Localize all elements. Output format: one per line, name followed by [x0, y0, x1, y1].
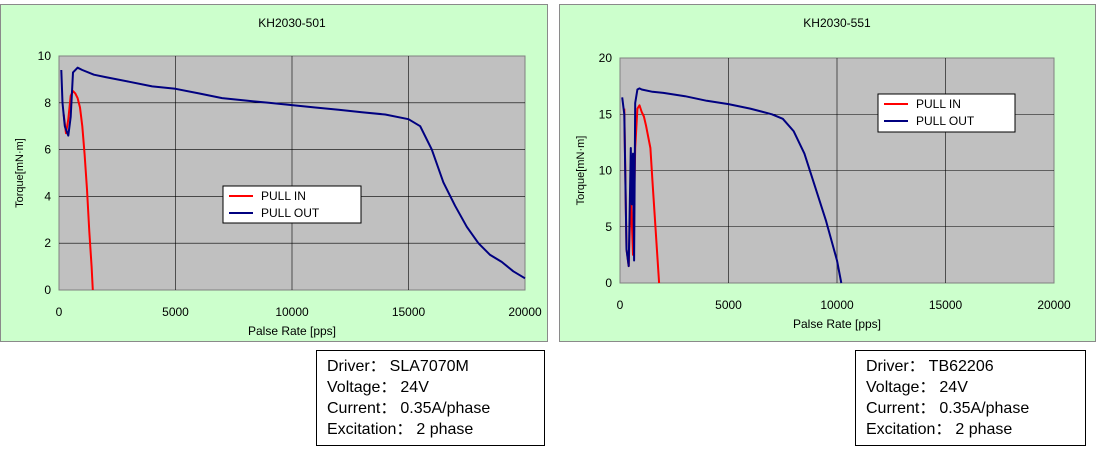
x-axis-label: Palse Rate [pps]: [248, 324, 336, 338]
spec-driver: Driver： TB62206: [866, 356, 1085, 377]
y-tick-label: 15: [599, 107, 613, 121]
spec-driver: Driver： SLA7070M: [327, 356, 544, 377]
chart-title: KH2030-551: [803, 16, 871, 30]
chart-kh2030-551: KH2030-551 0 5000 10000 15000 20000 0 5 10 15 20 Pa…: [575, 16, 1071, 331]
y-tick-label: 20: [599, 51, 613, 65]
chart-kh2030-501: KH2030-501 0 5000 10000 15000 20000 0 2 4 6 8 10 Pal…: [14, 16, 542, 338]
legend-label: PULL OUT: [916, 114, 975, 128]
x-tick-label: 5000: [162, 305, 189, 319]
spec-label: Current：: [327, 400, 397, 417]
legend: PULL IN PULL OUT: [222, 185, 362, 224]
legend-label: PULL IN: [261, 189, 306, 203]
legend-label: PULL OUT: [261, 206, 320, 220]
series-line-pull-out: [60, 66, 526, 280]
driver-spec-box-right: Driver： TB62206 Voltage： 24V Current： 0.35A…: [855, 350, 1086, 446]
legend-box: [877, 93, 1016, 133]
spec-voltage: Voltage： 24V: [327, 377, 544, 398]
y-tick-label: 10: [599, 164, 613, 178]
spec-voltage: Voltage： 24V: [866, 377, 1085, 398]
spec-excitation: Excitation： 2 phase: [327, 419, 544, 440]
x-tick-label: 5000: [715, 298, 742, 312]
spec-value: 0.35A/phase: [400, 400, 491, 417]
x-tick-label: 10000: [820, 298, 854, 312]
y-tick-label: 5: [605, 220, 612, 234]
spec-label: Excitation：: [327, 421, 413, 438]
y-axis-label: Torque[mN·m]: [575, 136, 587, 206]
legend-box: [222, 185, 362, 224]
x-tick-label: 0: [56, 305, 63, 319]
legend: PULL IN PULL OUT: [877, 93, 1016, 133]
spec-value: 2 phase: [416, 421, 474, 438]
legend-label: PULL IN: [916, 97, 961, 111]
spec-current: Current： 0.35A/phase: [327, 398, 544, 419]
y-tick-label: 10: [38, 49, 52, 63]
y-tick-label: 6: [44, 143, 51, 157]
spec-label: Driver：: [866, 358, 925, 375]
series-line-pull-out: [621, 87, 843, 284]
y-tick-label: 2: [44, 236, 51, 250]
y-tick-label: 0: [605, 276, 612, 290]
x-tick-label: 10000: [275, 305, 309, 319]
y-axis-label: Torque[mN·m]: [14, 138, 26, 208]
driver-spec-box-left: Driver： SLA7070M Voltage： 24V Current： 0.35…: [316, 350, 545, 446]
spec-value: 24V: [400, 379, 429, 396]
spec-value: 2 phase: [955, 421, 1013, 438]
spec-value: SLA7070M: [389, 358, 469, 375]
y-tick-label: 4: [44, 189, 51, 203]
spec-value: 24V: [939, 379, 968, 396]
x-tick-label: 0: [617, 298, 624, 312]
x-tick-label: 15000: [392, 305, 426, 319]
x-tick-label: 20000: [508, 305, 542, 319]
chart-panel-kh2030-501: KH2030-501 0 5000 10000 15000 20000 0 2 4 6 8 10 Pal…: [0, 4, 548, 342]
x-axis-label: Palse Rate [pps]: [793, 317, 881, 331]
chart-panel-kh2030-551: KH2030-551 0 5000 10000 15000 20000 0 5 10 15 20 Pa…: [559, 4, 1096, 342]
spec-value: TB62206: [928, 358, 994, 375]
x-tick-label: 15000: [929, 298, 963, 312]
spec-current: Current： 0.35A/phase: [866, 398, 1085, 419]
y-tick-label: 8: [44, 96, 51, 110]
chart-title: KH2030-501: [258, 16, 326, 30]
series-line-pull-in: [62, 90, 94, 291]
spec-label: Current：: [866, 400, 936, 417]
spec-excitation: Excitation： 2 phase: [866, 419, 1085, 440]
spec-value: 0.35A/phase: [939, 400, 1030, 417]
spec-label: Voltage：: [327, 379, 397, 396]
x-tick-label: 20000: [1037, 298, 1071, 312]
spec-label: Driver：: [327, 358, 386, 375]
spec-label: Voltage：: [866, 379, 936, 396]
spec-label: Excitation：: [866, 421, 952, 438]
y-tick-label: 0: [44, 283, 51, 297]
